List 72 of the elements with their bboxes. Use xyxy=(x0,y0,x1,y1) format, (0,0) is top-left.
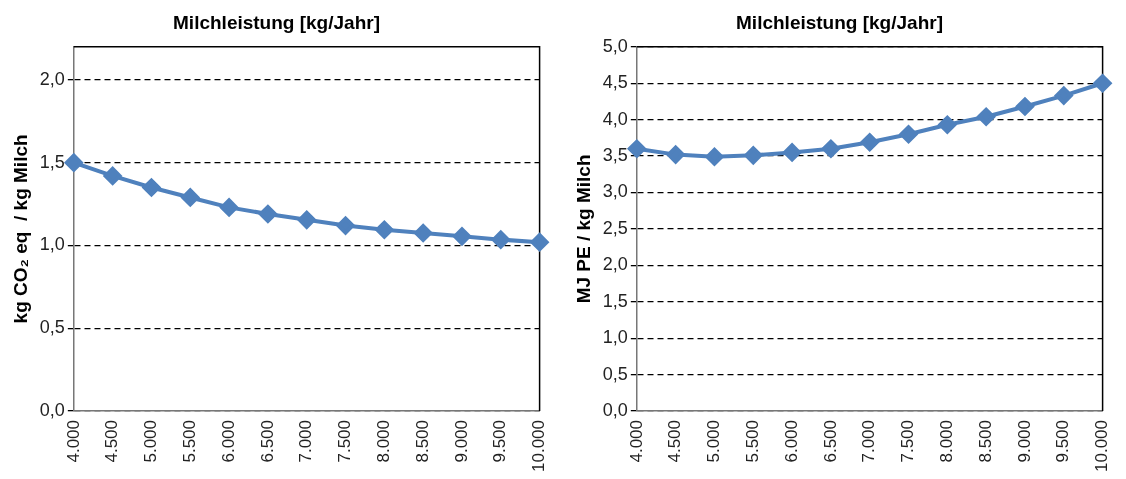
point xyxy=(491,230,510,249)
y-tick-label: 2,0 xyxy=(39,68,65,89)
point xyxy=(297,210,316,229)
x-tick-label: 8.000 xyxy=(937,420,957,463)
x-tick-label: 9.500 xyxy=(490,420,510,463)
y-tick-label: 3,0 xyxy=(602,181,628,202)
x-tick-label: 4.000 xyxy=(63,420,83,463)
x-tick-label: 7.500 xyxy=(335,420,355,463)
x-tick-label: 6.000 xyxy=(218,420,238,463)
point xyxy=(258,205,277,223)
point xyxy=(627,139,646,158)
y-tick-label: 1,0 xyxy=(602,327,628,348)
x-tick-label: 5.500 xyxy=(179,420,199,463)
point xyxy=(336,216,355,235)
y-tick-label: 4,5 xyxy=(602,72,628,93)
point xyxy=(1015,97,1034,116)
x-tick-label: 7.500 xyxy=(898,420,918,463)
y-tick-label: 1,5 xyxy=(602,290,628,311)
x-tick-label: 4.000 xyxy=(626,420,646,463)
y-tick-label: 1,5 xyxy=(39,151,65,172)
y-tick-label: 0,0 xyxy=(39,399,65,420)
x-tick-label: 7.000 xyxy=(296,420,316,463)
point xyxy=(142,178,161,197)
x-tick-label: 5.000 xyxy=(704,420,724,463)
x-tick-label: 6.500 xyxy=(820,420,840,463)
x-tick-label: 9.000 xyxy=(451,420,471,463)
point xyxy=(220,198,239,217)
point xyxy=(103,166,122,185)
x-tick-label: 4.500 xyxy=(665,420,685,463)
point xyxy=(705,147,724,166)
y-tick-label: 0,0 xyxy=(602,399,628,420)
x-tick-label: 8.000 xyxy=(374,420,394,463)
point xyxy=(821,139,840,158)
y-tick-label: 0,5 xyxy=(39,317,65,338)
x-tick-label: 4.500 xyxy=(102,420,122,463)
point xyxy=(860,133,879,152)
point xyxy=(375,220,394,239)
point xyxy=(783,143,802,162)
x-tick-label: 8.500 xyxy=(412,420,432,463)
point xyxy=(181,188,200,207)
point xyxy=(1093,74,1112,93)
point xyxy=(530,233,549,252)
chart-title: Milchleistung [kg/Jahr] xyxy=(173,11,380,33)
x-tick-label: 10.000 xyxy=(529,420,549,472)
point xyxy=(744,146,763,165)
point xyxy=(977,107,996,126)
x-tick-label: 7.000 xyxy=(859,420,879,463)
y-tick-label: 3,5 xyxy=(602,145,628,166)
point xyxy=(414,224,433,243)
y-tick-label: 2,5 xyxy=(602,217,628,238)
y-tick-label: 5,0 xyxy=(602,35,628,56)
point xyxy=(1054,86,1073,105)
point xyxy=(899,125,918,144)
point xyxy=(64,153,83,172)
point xyxy=(452,227,471,246)
x-tick-label: 10.000 xyxy=(1092,420,1112,472)
chart-title: Milchleistung [kg/Jahr] xyxy=(736,11,943,33)
x-tick-label: 5.500 xyxy=(742,420,762,463)
x-tick-label: 9.000 xyxy=(1014,420,1034,463)
x-tick-label: 5.000 xyxy=(141,420,161,463)
x-tick-label: 6.000 xyxy=(781,420,801,463)
point xyxy=(938,115,957,134)
x-tick-label: 8.500 xyxy=(975,420,995,463)
x-tick-label: 6.500 xyxy=(257,420,277,463)
y-tick-label: 0,5 xyxy=(602,363,628,384)
y-axis-title: kg CO₂ eq / kg Milch xyxy=(9,134,31,324)
x-tick-label: 9.500 xyxy=(1053,420,1073,463)
point xyxy=(666,145,685,164)
y-tick-label: 2,0 xyxy=(602,254,628,275)
y-tick-label: 4,0 xyxy=(602,108,628,129)
y-tick-label: 1,0 xyxy=(39,234,65,255)
y-axis-title: MJ PE / kg Milch xyxy=(572,154,594,304)
